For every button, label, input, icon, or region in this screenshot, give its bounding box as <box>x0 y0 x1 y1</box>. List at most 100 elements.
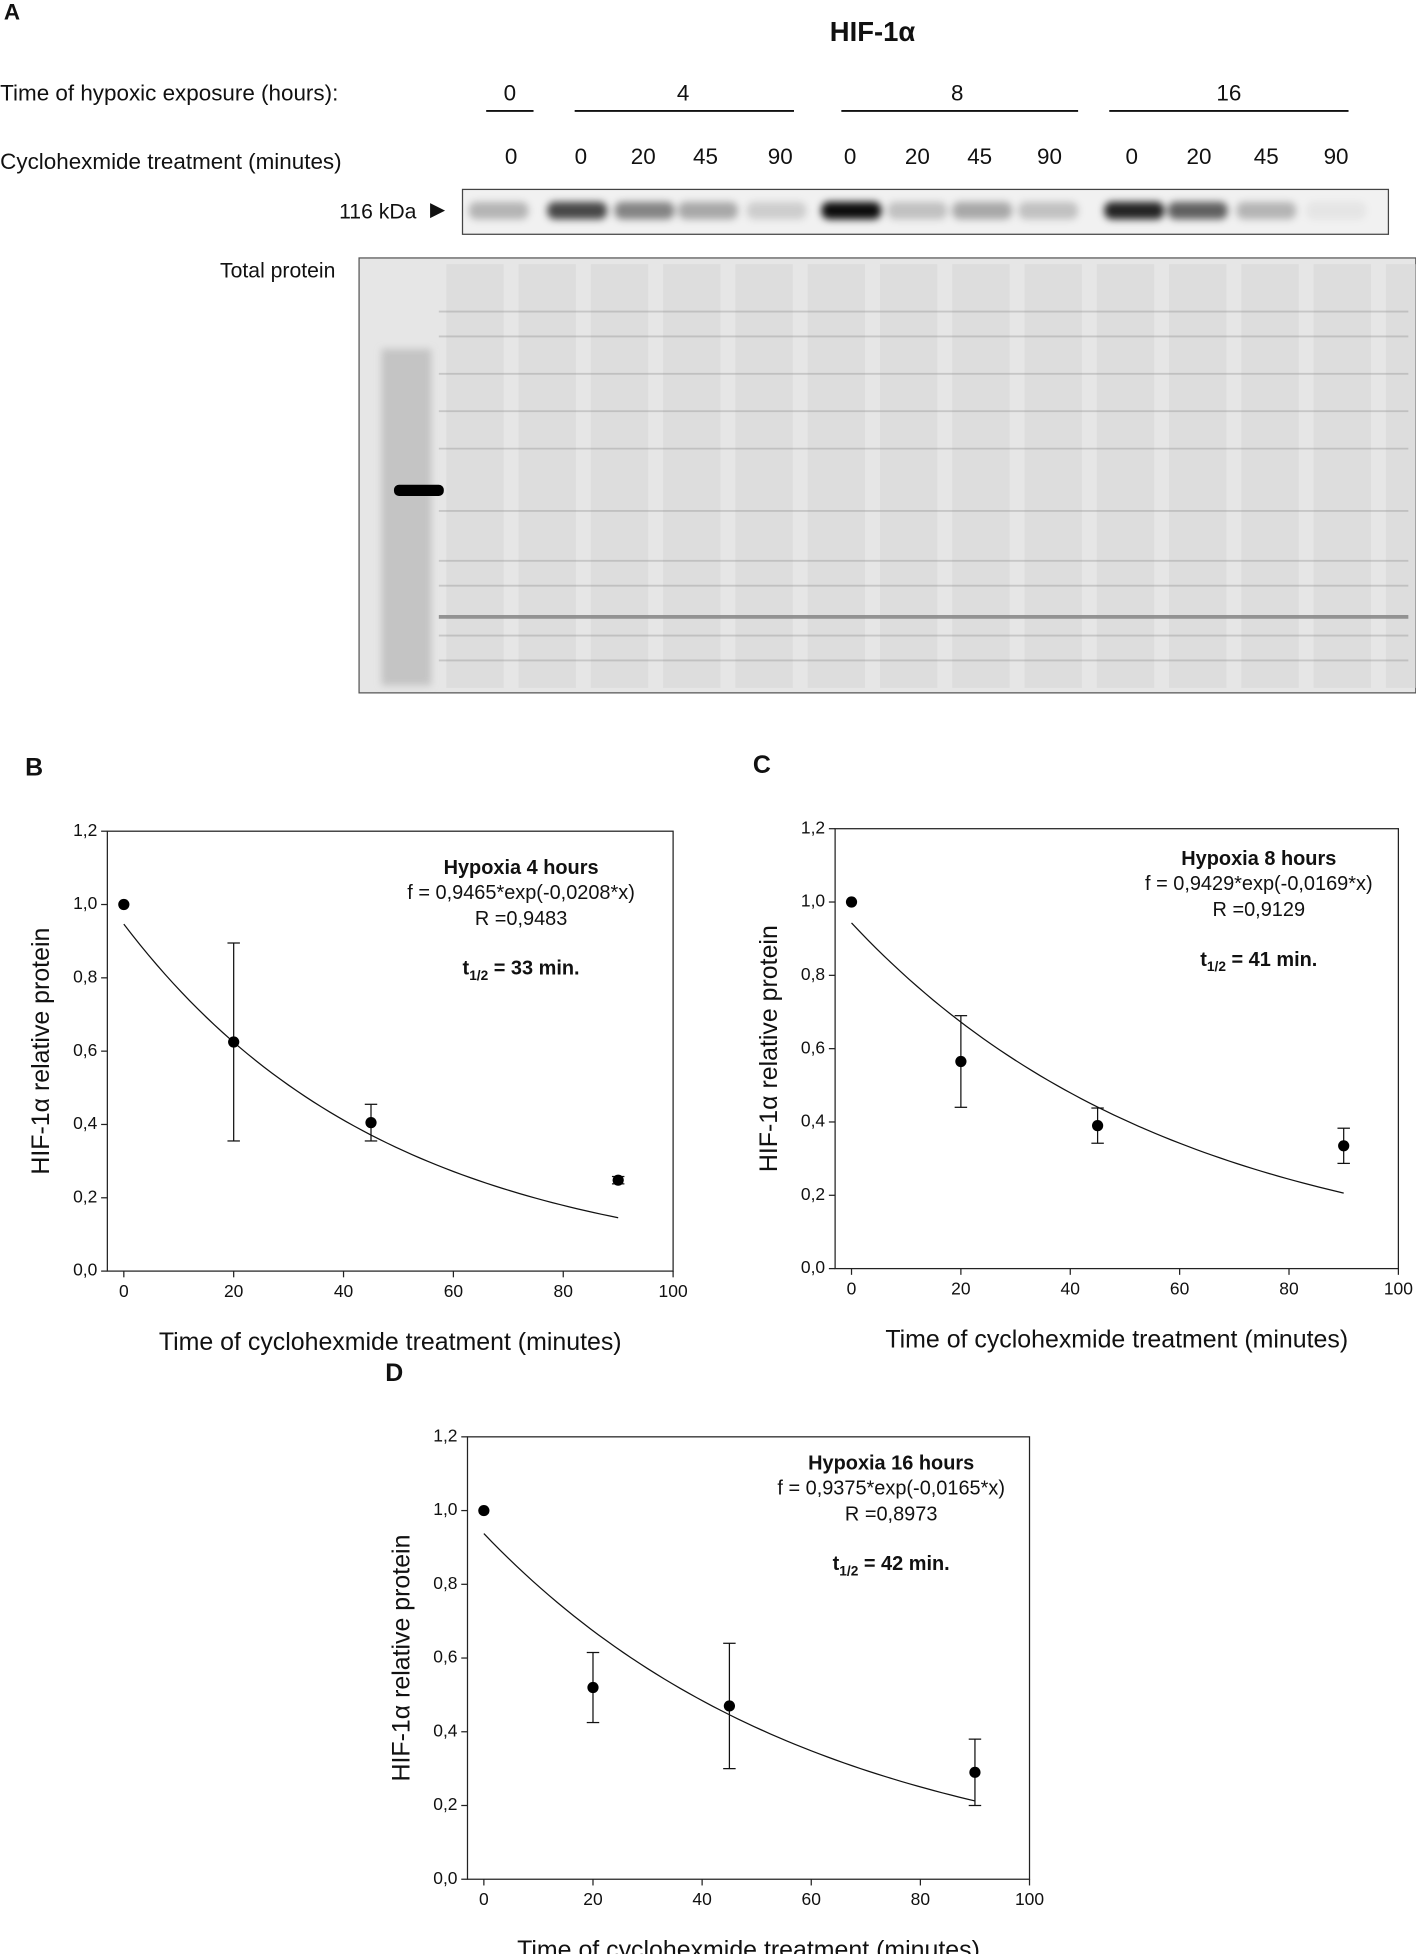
gel-label: Total protein <box>220 259 335 282</box>
x-tick-label: 80 <box>554 1281 574 1301</box>
y-tick-label: 0,0 <box>73 1260 98 1280</box>
gel-lanes <box>381 264 1416 688</box>
band <box>887 201 948 220</box>
y-tick-label: 1,2 <box>433 1425 457 1445</box>
y-tick-label: 0,6 <box>433 1647 457 1667</box>
x-tick-label: 20 <box>583 1889 603 1909</box>
blot-bands <box>468 201 1366 220</box>
lane <box>735 264 793 688</box>
lane-label: 20 <box>905 144 930 169</box>
band <box>1104 201 1165 220</box>
half-life-text: = 41 min. <box>1226 949 1317 971</box>
lane <box>1024 264 1082 688</box>
y-tick-label: 1,0 <box>801 891 826 911</box>
lane <box>1169 264 1227 688</box>
group-label: 0 <box>504 81 516 106</box>
fit-r: R =0,9483 <box>475 908 568 930</box>
lane-label: 45 <box>693 144 718 169</box>
y-tick-label: 0,0 <box>801 1257 826 1277</box>
x-tick-label: 80 <box>1279 1278 1299 1298</box>
y-tick-label: 0,2 <box>433 1794 457 1814</box>
band <box>614 201 675 220</box>
band <box>821 201 882 220</box>
fit-equation: f = 0,9429*exp(-0,0169*x) <box>1145 873 1373 895</box>
lane-label: 90 <box>1037 144 1062 169</box>
lane-label: 0 <box>505 144 517 169</box>
y-tick-label: 0,8 <box>73 966 97 986</box>
data-point <box>478 1504 490 1517</box>
half-life-sub: 1/2 <box>839 1563 858 1578</box>
band <box>468 201 529 220</box>
lane <box>1096 264 1155 688</box>
lane-label: 90 <box>1324 144 1349 169</box>
x-tick-label: 20 <box>951 1278 971 1298</box>
lane <box>1313 264 1371 688</box>
band <box>547 201 608 220</box>
y-tick-label: 0,2 <box>73 1186 97 1206</box>
group-label: 4 <box>677 81 689 106</box>
band <box>678 201 738 220</box>
x-tick-label: 100 <box>1015 1889 1044 1909</box>
data-point <box>955 1055 967 1068</box>
lane <box>807 264 866 688</box>
x-axis-label: Time of cyclohexmide treatment (minutes) <box>517 1936 980 1954</box>
x-tick-label: 40 <box>334 1281 354 1301</box>
y-tick-label: 0,2 <box>801 1184 825 1204</box>
half-life: t1/2 = 42 min. <box>833 1553 950 1578</box>
lane <box>446 264 504 688</box>
x-tick-label: 0 <box>479 1889 489 1909</box>
x-tick-label: 60 <box>444 1281 464 1301</box>
band <box>1167 201 1228 220</box>
x-tick-label: 0 <box>847 1278 857 1298</box>
band <box>1306 201 1366 220</box>
x-axis-label: Time of cyclohexmide treatment (minutes) <box>159 1328 622 1356</box>
band <box>1236 201 1297 220</box>
half-life: t1/2 = 41 min. <box>1200 949 1317 974</box>
lane <box>952 264 1010 688</box>
data-point <box>587 1681 599 1694</box>
x-tick-label: 80 <box>911 1889 931 1909</box>
x-tick-label: 60 <box>1170 1278 1190 1298</box>
y-tick-label: 1,2 <box>801 817 825 837</box>
ladder <box>381 348 432 686</box>
fit-r: R =0,9129 <box>1213 899 1306 921</box>
half-life-sub: 1/2 <box>1207 959 1226 974</box>
data-point <box>118 898 130 911</box>
band <box>952 201 1013 220</box>
x-tick-label: 40 <box>1061 1278 1081 1298</box>
lane-label: 90 <box>768 144 793 169</box>
data-point <box>365 1117 377 1129</box>
blot-title: HIF-1α <box>830 16 916 47</box>
half-life-text: = 42 min. <box>858 1553 949 1575</box>
y-tick-label: 0,4 <box>433 1720 458 1740</box>
y-tick-label: 0,6 <box>73 1040 97 1060</box>
y-axis-label: HIF-1α relative protein <box>27 928 55 1175</box>
x-tick-label: 100 <box>1384 1278 1413 1298</box>
panel-label: A <box>4 0 20 25</box>
data-point <box>612 1174 624 1186</box>
x-axis-label: Time of cyclohexmide treatment (minutes) <box>885 1325 1348 1353</box>
chart: 0,0 0,2 0,4 0,6 0,8 1,0 1,2 0 20 40 60 80 100 Time of… <box>385 1359 1044 1954</box>
band <box>746 201 807 220</box>
half-life-symbol: t <box>1200 949 1207 971</box>
marker-arrow <box>430 203 446 219</box>
band <box>1018 201 1079 220</box>
half-life: t1/2 = 33 min. <box>463 958 580 983</box>
half-life-symbol: t <box>833 1553 840 1575</box>
row-label: Cyclohexmide treatment (minutes) <box>0 149 341 174</box>
group-label: 16 <box>1216 81 1241 106</box>
lane-label: 45 <box>967 144 992 169</box>
fit-equation: f = 0,9375*exp(-0,0165*x) <box>777 1477 1005 1499</box>
plot-frame <box>466 1436 1031 1880</box>
lane-label: 0 <box>575 144 587 169</box>
lane-label: 0 <box>1125 144 1137 169</box>
annotation-title: Hypoxia 16 hours <box>808 1453 974 1475</box>
lane <box>518 264 576 688</box>
lane-label: 20 <box>631 144 656 169</box>
y-tick-label: 0,4 <box>801 1111 826 1131</box>
y-tick-label: 0,8 <box>801 964 825 984</box>
lane <box>590 264 649 688</box>
y-axis-label: HIF-1α relative protein <box>387 1535 415 1782</box>
panel-label: D <box>385 1359 403 1387</box>
